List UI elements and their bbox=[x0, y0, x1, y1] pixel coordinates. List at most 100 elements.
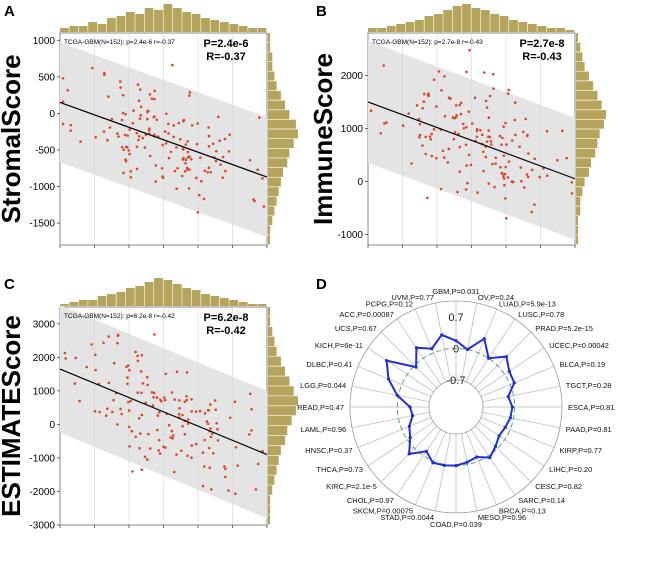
histogram-bar bbox=[172, 284, 182, 306]
scatter-point bbox=[216, 439, 220, 442]
scatter-point bbox=[507, 88, 511, 92]
scatter-point bbox=[153, 333, 156, 336]
scatter-point bbox=[570, 192, 574, 195]
radar-category-labels: GBM,P=0.031OV,P=0.24LUAD,P=5.9e-13LUSC,P… bbox=[297, 287, 614, 529]
scatter-point bbox=[134, 435, 138, 439]
histogram-bar bbox=[576, 139, 598, 148]
scatter-point bbox=[132, 109, 135, 112]
histogram-bar bbox=[576, 61, 585, 71]
y-axis-title: StromalScore bbox=[0, 54, 26, 223]
scatter-point bbox=[492, 87, 495, 90]
scatter-point bbox=[203, 438, 206, 442]
scatter-point bbox=[487, 116, 491, 119]
scatter-point bbox=[136, 354, 139, 358]
histogram-bar bbox=[268, 396, 298, 406]
scatter-point bbox=[430, 154, 434, 158]
radar-marker bbox=[407, 424, 411, 428]
histogram-bar bbox=[248, 28, 257, 32]
scatter-point bbox=[69, 123, 73, 127]
scatter-point bbox=[158, 411, 161, 414]
scatter-point bbox=[526, 133, 529, 137]
histogram-bar bbox=[60, 28, 69, 32]
scatter-point bbox=[190, 456, 193, 460]
radar-category-label: UCEC,P=0.00042 bbox=[549, 341, 609, 350]
scatter-point bbox=[424, 135, 428, 139]
histogram-bar bbox=[268, 307, 271, 317]
radar-category-label: KIRC,P=2.1e-5 bbox=[326, 482, 377, 491]
regression-line bbox=[59, 101, 268, 178]
histogram-bar bbox=[443, 10, 453, 32]
radar-marker bbox=[497, 434, 501, 438]
histogram-bar bbox=[268, 61, 273, 71]
radar-category-label: PCPG,P=0.12 bbox=[366, 300, 413, 309]
histogram-bar bbox=[268, 455, 279, 465]
radar-marker bbox=[488, 456, 492, 460]
histogram-bar bbox=[268, 416, 292, 426]
scatter-point bbox=[108, 126, 112, 129]
scatter-point bbox=[458, 170, 462, 173]
scatter-point bbox=[107, 335, 110, 338]
p-value-label: P=2.7e-8 bbox=[520, 38, 565, 50]
histogram-bar bbox=[576, 33, 579, 42]
scatter-point bbox=[451, 116, 455, 119]
scatter-point bbox=[533, 157, 536, 161]
histogram-bar bbox=[154, 10, 163, 32]
histogram-bar bbox=[268, 100, 286, 110]
scatter-point bbox=[119, 407, 122, 411]
scatter-point bbox=[520, 179, 523, 183]
histogram-bar bbox=[268, 52, 273, 62]
scatter-point bbox=[513, 118, 517, 122]
scatter-point bbox=[221, 176, 224, 179]
scatter-point bbox=[112, 398, 115, 402]
scatter-point bbox=[418, 133, 422, 137]
radar-ring-labels: 0.7 0 -0.7 bbox=[447, 312, 466, 387]
scatter-point bbox=[447, 96, 451, 99]
histogram-bar bbox=[125, 288, 135, 306]
scatter-point bbox=[473, 96, 477, 99]
histogram-bar bbox=[268, 435, 286, 446]
histogram-bar bbox=[268, 81, 277, 91]
scatter-point bbox=[479, 128, 482, 132]
histogram-bar bbox=[135, 14, 145, 32]
scatter-point bbox=[111, 410, 114, 414]
scatter-point bbox=[426, 196, 429, 200]
scatter-point bbox=[146, 458, 149, 461]
scatter-point bbox=[407, 112, 411, 115]
histogram-bar bbox=[268, 216, 273, 226]
scatter-point bbox=[201, 451, 205, 454]
histogram-bar bbox=[576, 71, 589, 81]
radar-category-label: DLBC,P=0.41 bbox=[306, 360, 352, 369]
scatter-point bbox=[505, 217, 508, 220]
histogram-bar bbox=[107, 294, 116, 306]
scatter-point bbox=[506, 176, 510, 179]
scatter-point bbox=[524, 117, 527, 121]
y-axis-ticks: 2000 1000 0 -1000 bbox=[337, 71, 368, 241]
scatter-point bbox=[382, 64, 386, 67]
scatter-point bbox=[253, 199, 256, 203]
scatter-point bbox=[211, 142, 215, 146]
scatter-point bbox=[456, 190, 459, 194]
histogram-bar bbox=[405, 22, 415, 32]
scatter-point bbox=[181, 147, 185, 151]
histogram-bar bbox=[377, 28, 387, 32]
radar-marker bbox=[431, 461, 435, 465]
scatter-point bbox=[224, 475, 227, 479]
scatter-point bbox=[150, 391, 154, 394]
scatter-point bbox=[432, 78, 436, 81]
scatter-point bbox=[117, 135, 120, 138]
histogram-bar bbox=[268, 196, 277, 206]
scatter-point bbox=[164, 372, 168, 376]
histogram-bar bbox=[220, 22, 229, 32]
scatter-point bbox=[206, 171, 209, 174]
scatter-point bbox=[121, 111, 125, 115]
top-histogram bbox=[368, 4, 575, 32]
scatter-point bbox=[481, 133, 484, 136]
scatter-point bbox=[418, 136, 421, 139]
scatter-point bbox=[61, 100, 65, 103]
radar-category-label: SKCM,P=0.00075 bbox=[353, 507, 413, 516]
histogram-bar bbox=[268, 445, 281, 455]
scatter-point bbox=[533, 203, 536, 206]
scatter-point bbox=[116, 333, 120, 337]
scatter-point bbox=[182, 119, 185, 123]
